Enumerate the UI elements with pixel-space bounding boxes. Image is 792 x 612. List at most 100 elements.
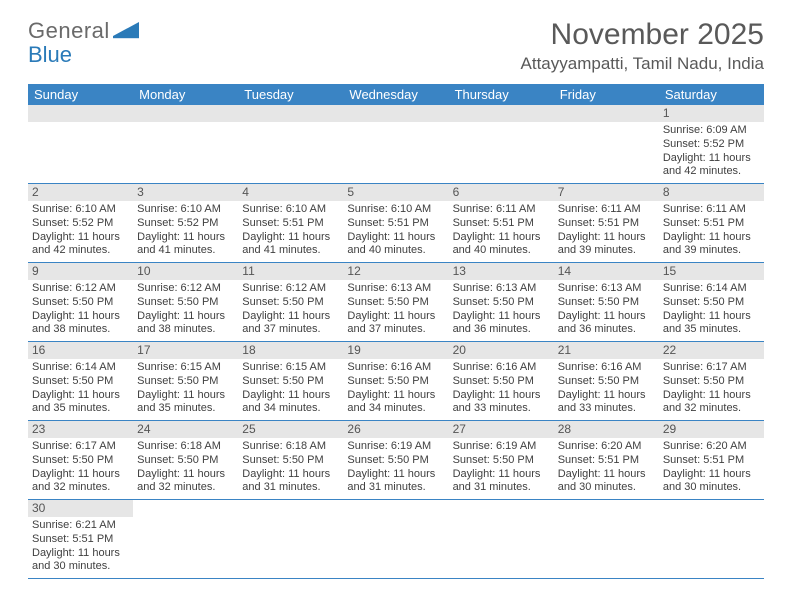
- sunset-line: Sunset: 5:50 PM: [137, 375, 234, 389]
- month-title: November 2025: [521, 18, 764, 52]
- sunset-line: Sunset: 5:50 PM: [32, 375, 129, 389]
- sunset-line: Sunset: 5:50 PM: [453, 454, 550, 468]
- day-number: 17: [133, 342, 238, 359]
- sunset-line: Sunset: 5:50 PM: [347, 296, 444, 310]
- day-details: Sunrise: 6:09 AMSunset: 5:52 PMDaylight:…: [663, 124, 760, 179]
- calendar-cell: 15 Sunrise: 6:14 AMSunset: 5:50 PMDayligh…: [659, 263, 764, 342]
- weekday-label: Monday: [133, 84, 238, 105]
- day-details: Sunrise: 6:12 AMSunset: 5:50 PMDaylight:…: [137, 282, 234, 337]
- calendar-cell: 10Sunrise: 6:12 AMSunset: 5:50 PMDayligh…: [133, 263, 238, 342]
- sunset-line: Sunset: 5:50 PM: [32, 454, 129, 468]
- day-details: Sunrise: 6:20 AMSunset: 5:51 PMDaylight:…: [558, 440, 655, 495]
- day-details: Sunrise: 6:21 AMSunset: 5:51 PMDaylight:…: [32, 519, 129, 574]
- sunrise-line: Sunrise: 6:17 AM: [32, 440, 129, 454]
- day-number: 15: [659, 263, 764, 280]
- sunrise-line: Sunrise: 6:09 AM: [663, 124, 760, 138]
- day-details: Sunrise: 6:16 AMSunset: 5:50 PMDaylight:…: [347, 361, 444, 416]
- day-number-empty: [238, 105, 343, 122]
- day-number-empty: [554, 105, 659, 122]
- daylight-line: Daylight: 11 hours and 42 minutes.: [32, 231, 129, 259]
- sunrise-line: Sunrise: 6:14 AM: [32, 361, 129, 375]
- day-details: Sunrise: 6:11 AMSunset: 5:51 PMDaylight:…: [558, 203, 655, 258]
- sunset-line: Sunset: 5:52 PM: [32, 217, 129, 231]
- day-number-empty: [28, 105, 133, 122]
- calendar-cell: 9Sunrise: 6:12 AMSunset: 5:50 PMDaylight…: [28, 263, 133, 342]
- sunset-line: Sunset: 5:50 PM: [137, 454, 234, 468]
- calendar-cell: 7Sunrise: 6:11 AMSunset: 5:51 PMDaylight…: [554, 184, 659, 263]
- day-details: Sunrise: 6:20 AMSunset: 5:51 PMDaylight:…: [663, 440, 760, 495]
- day-number: 13: [449, 263, 554, 280]
- day-details: Sunrise: 6:14 AMSunset: 5:50 PMDaylight:…: [663, 282, 760, 337]
- day-number: 8: [659, 184, 764, 201]
- day-number: 20: [449, 342, 554, 359]
- calendar-cell: 11Sunrise: 6:12 AMSunset: 5:50 PMDayligh…: [238, 263, 343, 342]
- calendar-cell: [449, 500, 554, 579]
- daylight-line: Daylight: 11 hours and 33 minutes.: [558, 389, 655, 417]
- day-number: 29: [659, 421, 764, 438]
- day-number: 22: [659, 342, 764, 359]
- day-details: Sunrise: 6:19 AMSunset: 5:50 PMDaylight:…: [347, 440, 444, 495]
- calendar-cell: 18Sunrise: 6:15 AMSunset: 5:50 PMDayligh…: [238, 342, 343, 421]
- sunrise-line: Sunrise: 6:19 AM: [453, 440, 550, 454]
- day-number: 16: [28, 342, 133, 359]
- sunset-line: Sunset: 5:51 PM: [32, 533, 129, 547]
- calendar-cell: 22Sunrise: 6:17 AMSunset: 5:50 PMDayligh…: [659, 342, 764, 421]
- sunset-line: Sunset: 5:50 PM: [558, 375, 655, 389]
- sunset-line: Sunset: 5:50 PM: [453, 375, 550, 389]
- sunset-line: Sunset: 5:51 PM: [663, 454, 760, 468]
- sunrise-line: Sunrise: 6:10 AM: [347, 203, 444, 217]
- day-details: Sunrise: 6:10 AMSunset: 5:51 PMDaylight:…: [242, 203, 339, 258]
- sunset-line: Sunset: 5:50 PM: [32, 296, 129, 310]
- sunset-line: Sunset: 5:50 PM: [242, 454, 339, 468]
- calendar-cell: 28Sunrise: 6:20 AMSunset: 5:51 PMDayligh…: [554, 421, 659, 500]
- sunrise-line: Sunrise: 6:10 AM: [242, 203, 339, 217]
- logo-word-blue: Blue: [28, 42, 72, 68]
- calendar-cell: 13Sunrise: 6:13 AMSunset: 5:50 PMDayligh…: [449, 263, 554, 342]
- sunset-line: Sunset: 5:50 PM: [558, 296, 655, 310]
- calendar: SundayMondayTuesdayWednesdayThursdayFrid…: [28, 84, 764, 579]
- day-number: 9: [28, 263, 133, 280]
- sunrise-line: Sunrise: 6:18 AM: [242, 440, 339, 454]
- sunrise-line: Sunrise: 6:14 AM: [663, 282, 760, 296]
- daylight-line: Daylight: 11 hours and 35 minutes.: [137, 389, 234, 417]
- day-number: 14: [554, 263, 659, 280]
- calendar-cell: 17 Sunrise: 6:15 AMSunset: 5:50 PMDayligh…: [133, 342, 238, 421]
- sunset-line: Sunset: 5:51 PM: [558, 454, 655, 468]
- day-number: 11: [238, 263, 343, 280]
- calendar-cell: 14Sunrise: 6:13 AMSunset: 5:50 PMDayligh…: [554, 263, 659, 342]
- day-details: Sunrise: 6:10 AMSunset: 5:52 PMDaylight:…: [32, 203, 129, 258]
- flag-icon: [113, 22, 139, 40]
- daylight-line: Daylight: 11 hours and 41 minutes.: [137, 231, 234, 259]
- sunrise-line: Sunrise: 6:13 AM: [453, 282, 550, 296]
- calendar-cell: 5Sunrise: 6:10 AMSunset: 5:51 PMDaylight…: [343, 184, 448, 263]
- calendar-cell: 30Sunrise: 6:21 AMSunset: 5:51 PMDayligh…: [28, 500, 133, 579]
- sunrise-line: Sunrise: 6:20 AM: [558, 440, 655, 454]
- sunrise-line: Sunrise: 6:10 AM: [137, 203, 234, 217]
- daylight-line: Daylight: 11 hours and 32 minutes.: [663, 389, 760, 417]
- daylight-line: Daylight: 11 hours and 32 minutes.: [137, 468, 234, 496]
- daylight-line: Daylight: 11 hours and 30 minutes.: [32, 547, 129, 575]
- sunrise-line: Sunrise: 6:12 AM: [32, 282, 129, 296]
- sunset-line: Sunset: 5:50 PM: [453, 296, 550, 310]
- day-number: 25: [238, 421, 343, 438]
- logo: General: [28, 18, 139, 44]
- sunrise-line: Sunrise: 6:11 AM: [663, 203, 760, 217]
- calendar-cell: 29 Sunrise: 6:20 AMSunset: 5:51 PMDayligh…: [659, 421, 764, 500]
- daylight-line: Daylight: 11 hours and 37 minutes.: [242, 310, 339, 338]
- day-details: Sunrise: 6:19 AMSunset: 5:50 PMDaylight:…: [453, 440, 550, 495]
- daylight-line: Daylight: 11 hours and 34 minutes.: [347, 389, 444, 417]
- calendar-cell: 21Sunrise: 6:16 AMSunset: 5:50 PMDayligh…: [554, 342, 659, 421]
- day-details: Sunrise: 6:17 AMSunset: 5:50 PMDaylight:…: [32, 440, 129, 495]
- day-details: Sunrise: 6:15 AMSunset: 5:50 PMDaylight:…: [137, 361, 234, 416]
- day-details: Sunrise: 6:18 AMSunset: 5:50 PMDaylight:…: [242, 440, 339, 495]
- sunrise-line: Sunrise: 6:19 AM: [347, 440, 444, 454]
- daylight-line: Daylight: 11 hours and 41 minutes.: [242, 231, 339, 259]
- sunset-line: Sunset: 5:51 PM: [347, 217, 444, 231]
- sunrise-line: Sunrise: 6:15 AM: [137, 361, 234, 375]
- day-number: 18: [238, 342, 343, 359]
- location: Attayyampatti, Tamil Nadu, India: [521, 54, 764, 74]
- day-number: 21: [554, 342, 659, 359]
- calendar-cell: [343, 105, 448, 184]
- calendar-cell: 3Sunrise: 6:10 AMSunset: 5:52 PMDaylight…: [133, 184, 238, 263]
- day-number: 27: [449, 421, 554, 438]
